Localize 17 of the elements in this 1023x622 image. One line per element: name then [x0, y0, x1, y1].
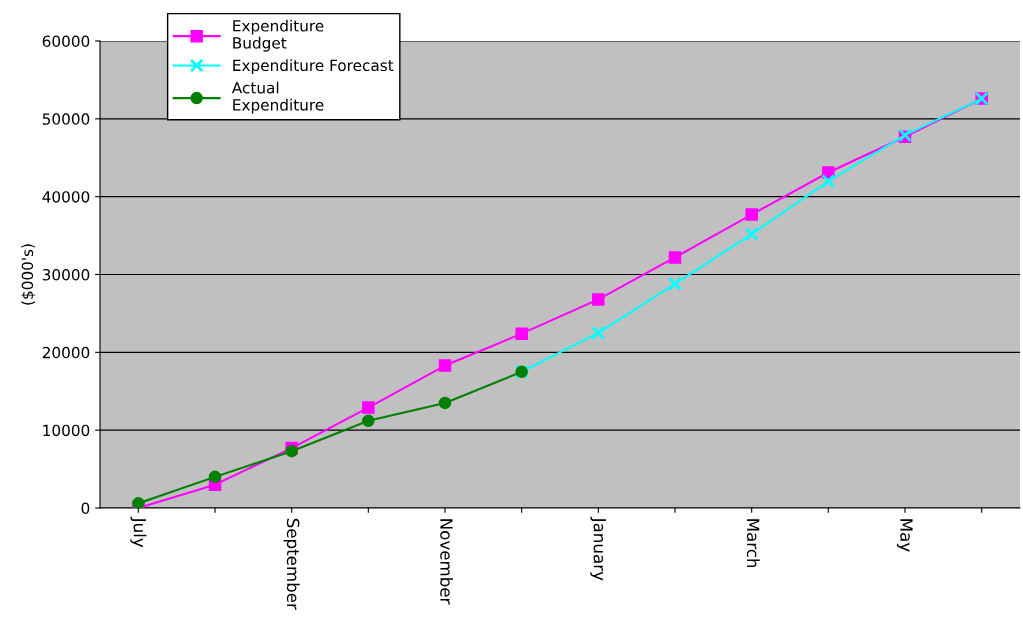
x-tick-label: January — [590, 516, 606, 581]
y-tick-label: 20000 — [42, 346, 90, 359]
y-tick-label: 10000 — [43, 424, 90, 437]
y-tick-label: 50000 — [42, 113, 90, 125]
y-tick-label: 40000 — [42, 191, 90, 203]
x-tick-label: November — [440, 519, 454, 605]
y-tick-label: 0 — [81, 502, 90, 515]
y-tick-label: 30000 — [42, 268, 90, 281]
x-tick-label: July — [130, 516, 147, 548]
legend-label: Expenditure Forecast — [233, 59, 394, 75]
y-tick-label: 60000 — [42, 35, 90, 48]
legend-label: Actual Expenditure — [231, 81, 324, 114]
x-tick-label: March — [746, 519, 760, 568]
legend-label: Expenditure Budget — [233, 19, 324, 52]
x-tick-label: September — [283, 518, 300, 610]
x-tick-label: May — [896, 519, 913, 552]
y-axis-title: ($000's) — [21, 244, 36, 305]
